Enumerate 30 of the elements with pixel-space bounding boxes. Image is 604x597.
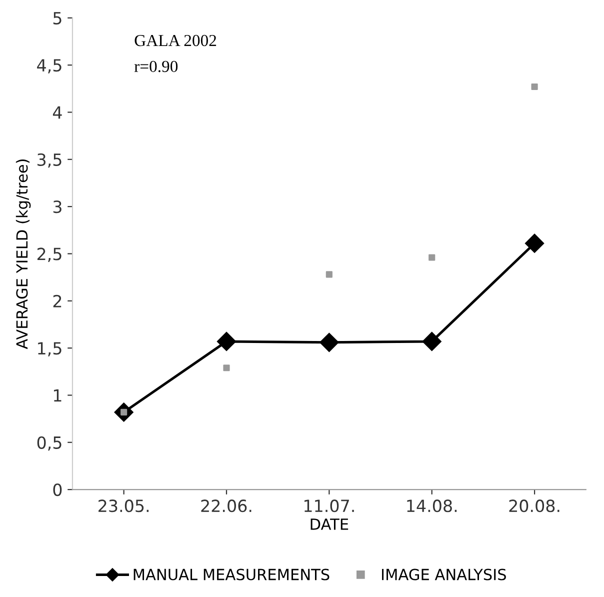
x-tick-label: 20.08. [509,500,560,512]
x-tick-label: 22.06. [201,500,252,512]
point [531,83,538,90]
annotation: r=0.90 [134,60,178,72]
point [216,332,236,351]
y-tick-label: 3,5 [38,153,62,168]
point [525,234,544,253]
point [422,332,442,351]
y-axis-title: AVERAGE YIELD (kg/tree) [16,160,31,350]
y-tick-label: 5 [53,12,62,24]
y-tick-label: 2,5 [37,248,62,262]
point [428,254,436,261]
point [223,364,230,372]
x-tick-label: 11.07. [304,500,354,512]
point [320,332,339,352]
y-tick-label: 1,5 [38,342,62,356]
y-tick-label: 0,5 [37,436,62,451]
x-tick-label: 14.08. [407,500,457,512]
y-tick-label: 4 [52,106,62,119]
y-tick-label: 4,5 [37,59,62,74]
point [326,271,332,278]
x-tick-label: 23.05. [98,500,149,512]
y-tick-label: 1 [54,389,62,402]
legend-label: MANUAL MEASUREMENTS [134,568,330,580]
y-tick-label: 2 [53,294,62,308]
annotation: GALA 2002 [134,34,216,46]
y-tick-label: 3 [53,200,62,214]
x-axis-title: DATE [310,518,348,530]
legend-label: IMAGE ANALYSIS [382,568,506,580]
y-tick-label: 0 [53,484,62,496]
